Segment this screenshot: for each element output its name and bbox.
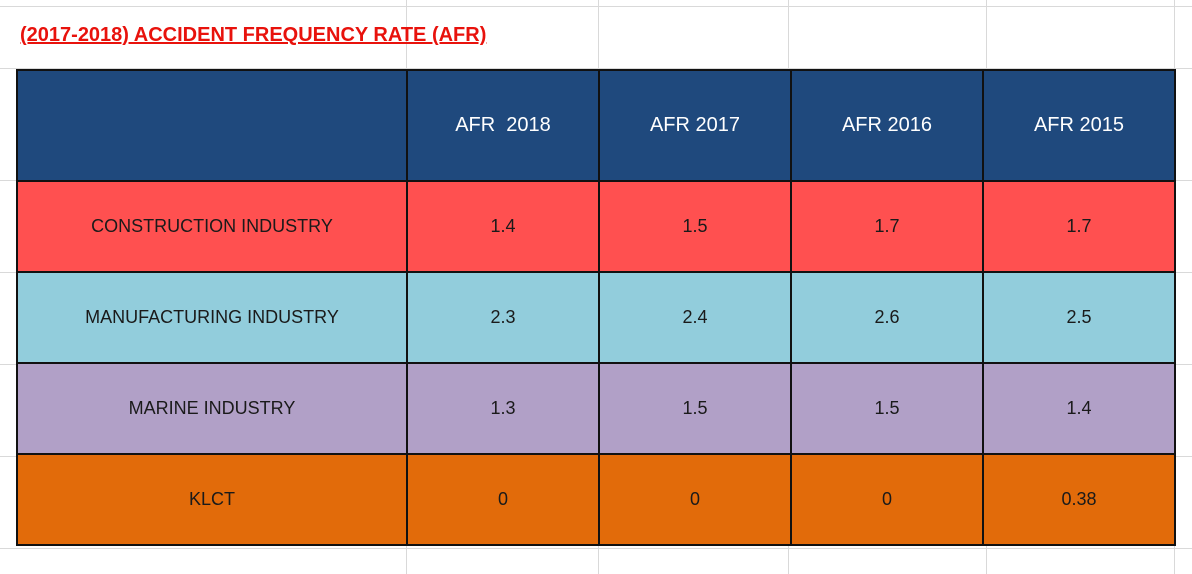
value-cell[interactable]: 1.3: [406, 362, 600, 455]
row-label-cell[interactable]: MANUFACTURING INDUSTRY: [16, 271, 408, 364]
table-row-klct: KLCT 0 0 0 0.38: [16, 453, 1176, 546]
value-cell[interactable]: 1.4: [406, 180, 600, 273]
value-cell[interactable]: 1.4: [982, 362, 1176, 455]
header-cell-afr-2018[interactable]: AFR 2018: [406, 69, 600, 182]
table-header-row: AFR 2018 AFR 2017 AFR 2016 AFR 2015: [16, 69, 1176, 182]
table-row-manufacturing: MANUFACTURING INDUSTRY 2.3 2.4 2.6 2.5: [16, 271, 1176, 364]
header-blank-cell[interactable]: [16, 69, 408, 182]
value-cell[interactable]: 0: [406, 453, 600, 546]
sheet-title[interactable]: (2017-2018) ACCIDENT FREQUENCY RATE (AFR…: [20, 24, 487, 46]
value-cell[interactable]: 1.7: [790, 180, 984, 273]
row-label-cell[interactable]: MARINE INDUSTRY: [16, 362, 408, 455]
gridline-horizontal: [0, 6, 1192, 7]
value-cell[interactable]: 2.6: [790, 271, 984, 364]
table-row-marine: MARINE INDUSTRY 1.3 1.5 1.5 1.4: [16, 362, 1176, 455]
value-cell[interactable]: 0: [598, 453, 792, 546]
value-cell[interactable]: 0: [790, 453, 984, 546]
value-cell[interactable]: 1.5: [790, 362, 984, 455]
header-cell-afr-2017[interactable]: AFR 2017: [598, 69, 792, 182]
value-cell[interactable]: 1.5: [598, 180, 792, 273]
table-row-construction: CONSTRUCTION INDUSTRY 1.4 1.5 1.7 1.7: [16, 180, 1176, 273]
value-cell[interactable]: 2.4: [598, 271, 792, 364]
row-label-cell[interactable]: CONSTRUCTION INDUSTRY: [16, 180, 408, 273]
row-label-cell[interactable]: KLCT: [16, 453, 408, 546]
value-cell[interactable]: 1.5: [598, 362, 792, 455]
header-cell-afr-2015[interactable]: AFR 2015: [982, 69, 1176, 182]
value-cell[interactable]: 0.38: [982, 453, 1176, 546]
value-cell[interactable]: 1.7: [982, 180, 1176, 273]
value-cell[interactable]: 2.5: [982, 271, 1176, 364]
gridline-horizontal: [0, 68, 1192, 69]
gridline-horizontal: [0, 548, 1192, 549]
afr-table: AFR 2018 AFR 2017 AFR 2016 AFR 2015 CONS…: [16, 69, 1176, 546]
header-cell-afr-2016[interactable]: AFR 2016: [790, 69, 984, 182]
value-cell[interactable]: 2.3: [406, 271, 600, 364]
